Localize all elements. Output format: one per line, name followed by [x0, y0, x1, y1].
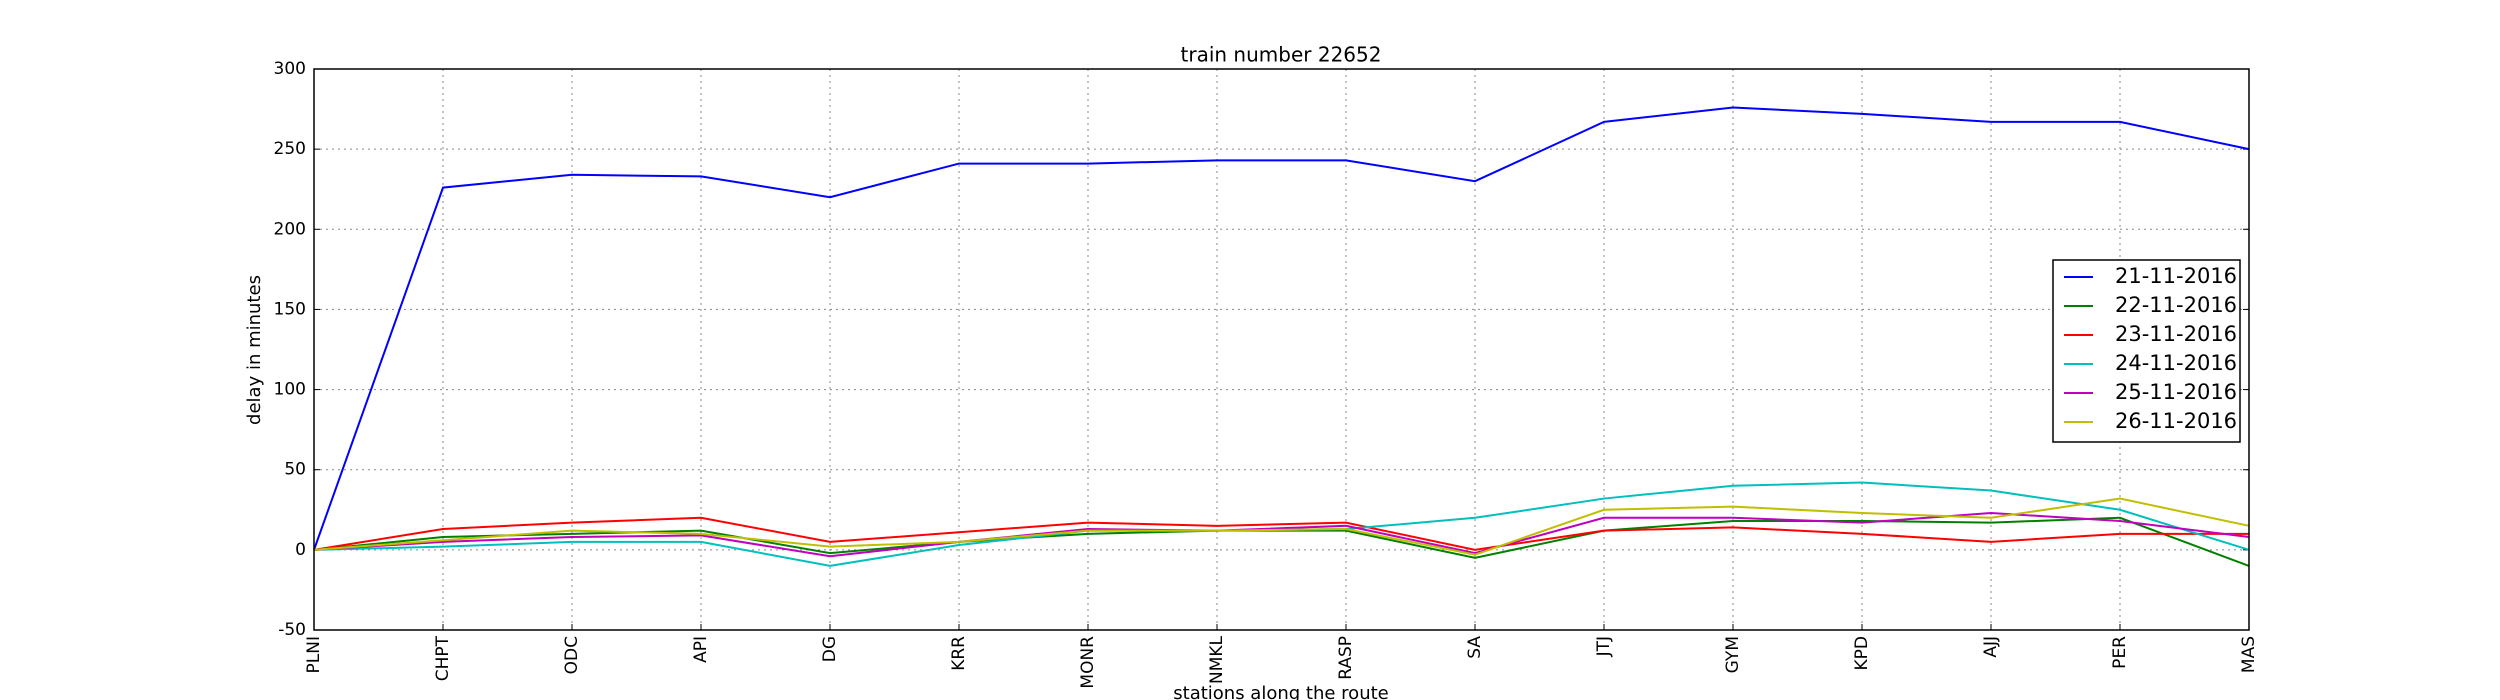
- y-tick-label: 200: [274, 219, 306, 239]
- x-tick-label: PLNI: [304, 636, 324, 673]
- series-line: [313, 497, 2250, 556]
- y-tick-label: 150: [274, 299, 306, 319]
- x-tick-label: AJJ: [1981, 636, 2001, 658]
- series-line: [313, 106, 2250, 551]
- plot-frame: [313, 68, 2250, 631]
- legend-label: 23-11-2016: [2115, 322, 2237, 346]
- chart-title: train number 22652: [1181, 43, 1382, 67]
- y-axis-label: delay in minutes: [244, 275, 265, 425]
- y-tick-label: 100: [274, 380, 306, 400]
- x-tick-label: DG: [820, 636, 840, 662]
- y-tick-label: 0: [295, 540, 306, 560]
- legend-label: 25-11-2016: [2115, 380, 2237, 404]
- y-tick-label: 250: [274, 139, 306, 159]
- x-tick-label: MONR: [1078, 636, 1098, 689]
- x-tick-label: CHPT: [433, 635, 453, 681]
- x-tick-label: NMKL: [1207, 635, 1227, 684]
- x-tick-label: MAS: [2239, 636, 2259, 673]
- x-tick-label: PER: [2110, 636, 2130, 669]
- x-tick-label: KPD: [1852, 636, 1872, 671]
- legend: 21-11-2016 22-11-2016 23-11-2016 24-11-2016…: [2052, 259, 2241, 443]
- legend-label: 24-11-2016: [2115, 351, 2237, 375]
- y-tick-label: 50: [284, 460, 306, 480]
- y-tick-label: 300: [274, 59, 306, 79]
- x-tick-label: API: [691, 636, 711, 663]
- legend-label: 21-11-2016: [2115, 264, 2237, 288]
- legend-label: 22-11-2016: [2115, 293, 2237, 317]
- x-axis-label: stations along the route: [1173, 683, 1388, 700]
- legend-box: [2052, 259, 2241, 443]
- x-tick-label: GYM: [1723, 636, 1743, 673]
- x-tick-label: SA: [1465, 636, 1485, 659]
- y-tick-label: -50: [278, 620, 306, 640]
- x-tick-label: JTJ: [1594, 636, 1614, 657]
- x-tick-label: RASP: [1336, 636, 1356, 680]
- x-tick-label: KRR: [949, 636, 969, 671]
- series-line: [313, 516, 2249, 551]
- x-tick-label: ODC: [562, 636, 582, 674]
- legend-label: 26-11-2016: [2115, 409, 2237, 433]
- series-line: [313, 511, 2250, 558]
